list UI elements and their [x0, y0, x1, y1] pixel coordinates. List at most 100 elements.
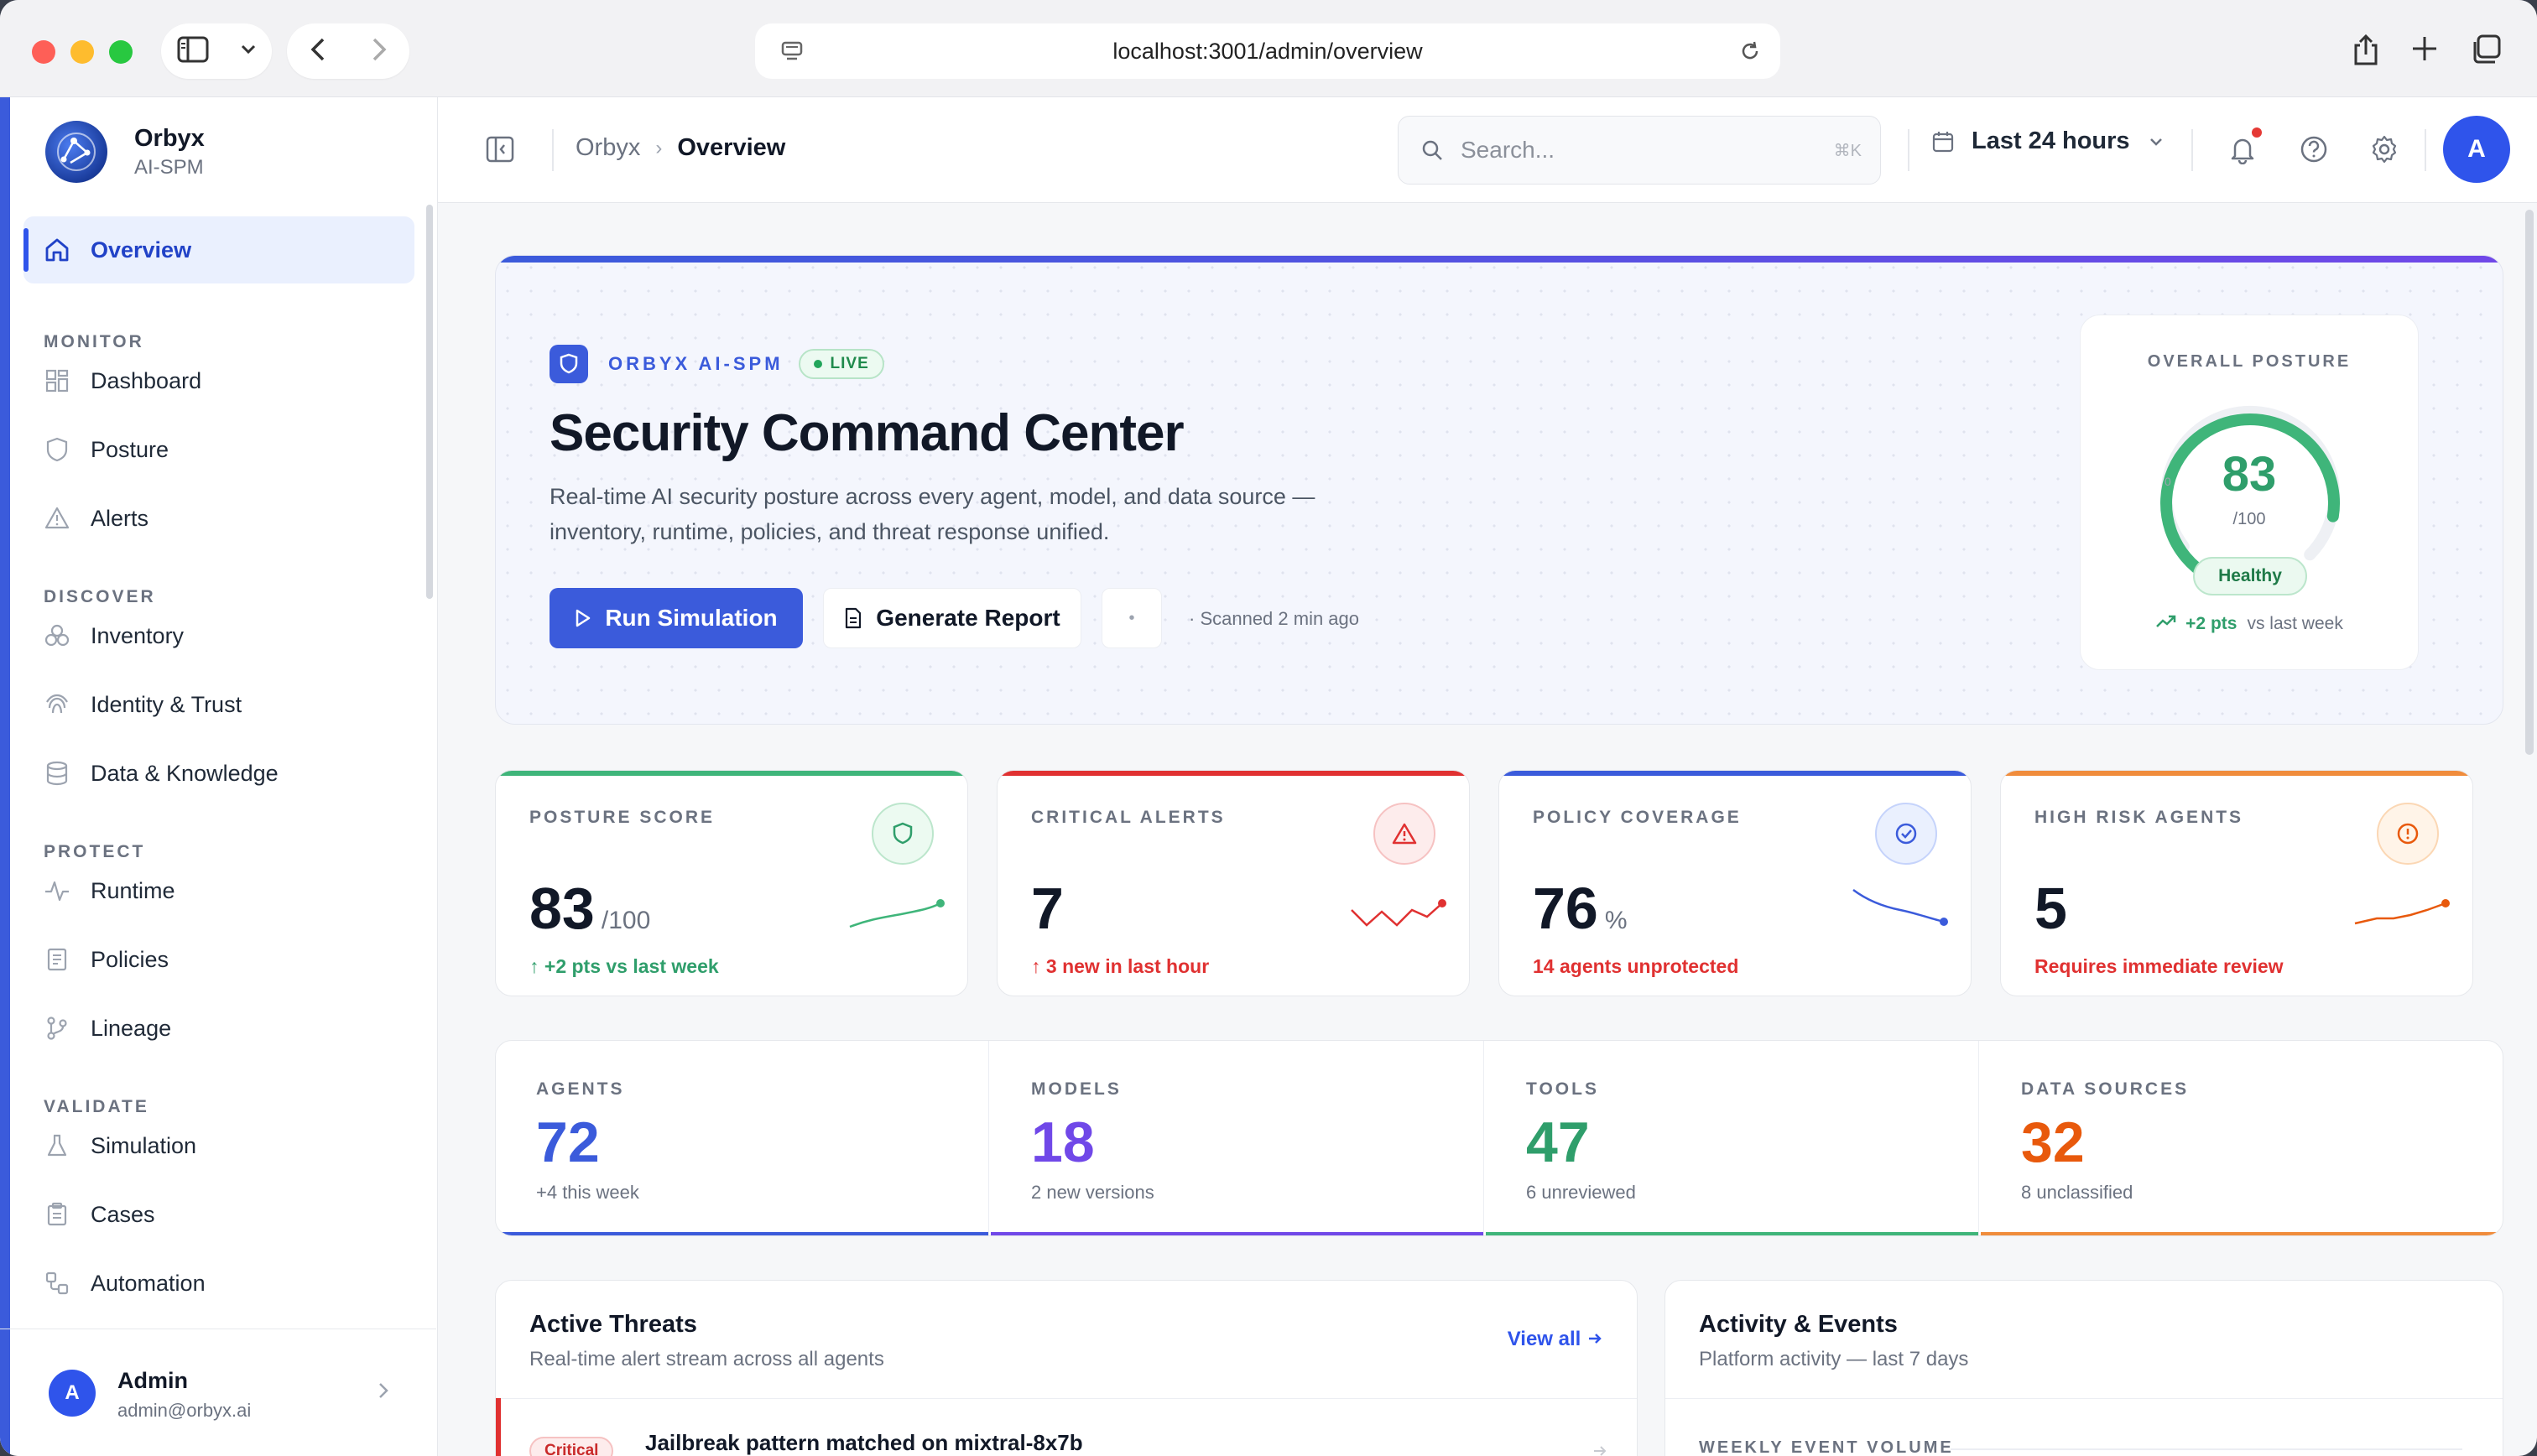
- kpi-subtext: 14 agents unprotected: [1533, 955, 1739, 977]
- fingerprint-icon: [44, 691, 70, 718]
- gear-icon[interactable]: [2369, 134, 2399, 169]
- kpi-value-number: 83: [529, 876, 595, 941]
- warning-triangle-icon: [44, 505, 70, 532]
- posture-label: OVERALL POSTURE: [2147, 352, 2352, 371]
- sidebar-item-simulation[interactable]: Simulation: [44, 1132, 196, 1159]
- sidebar-item-alerts[interactable]: Alerts: [44, 505, 148, 532]
- posture-score-max: /100: [2232, 510, 2266, 528]
- kpi-card-posture-score[interactable]: POSTURE SCORE 83/100 ↑ +2 pts vs last we…: [495, 770, 968, 996]
- search-icon: [1420, 138, 1444, 162]
- sidebar-item-cases[interactable]: Cases: [44, 1201, 155, 1228]
- workflow-icon: [44, 1270, 70, 1297]
- count-tools[interactable]: TOOLS 47 6 unreviewed: [1486, 1041, 1979, 1235]
- new-tab-icon[interactable]: [2409, 34, 2443, 67]
- sparkline: [849, 899, 945, 928]
- sidebar-item-dashboard[interactable]: Dashboard: [44, 367, 201, 394]
- chevron-down-icon[interactable]: [240, 44, 257, 60]
- sidebar-item-overview[interactable]: Overview: [23, 216, 414, 283]
- sidebar-scrollbar[interactable]: [426, 205, 433, 599]
- chevron-down-icon: [2149, 137, 2164, 147]
- search-input[interactable]: [1461, 137, 1813, 164]
- maximize-window-button[interactable]: [109, 40, 133, 64]
- count-accent: [1486, 1232, 1978, 1235]
- browser-sidebar-icon[interactable]: [177, 36, 209, 67]
- panel-divider: [1665, 1398, 2503, 1399]
- page-title: Security Command Center: [550, 404, 1185, 462]
- forward-arrow-icon[interactable]: [372, 37, 387, 66]
- more-options-button[interactable]: •: [1102, 588, 1162, 648]
- kpi-subtext: ↑ 3 new in last hour: [1031, 955, 1210, 977]
- header-divider: [552, 129, 554, 171]
- sidebar-item-lineage[interactable]: Lineage: [44, 1015, 171, 1042]
- search-box[interactable]: ⌘K: [1398, 116, 1881, 185]
- breadcrumb-parent[interactable]: Orbyx: [576, 134, 641, 161]
- section-discover: DISCOVER: [44, 587, 156, 606]
- count-value: 72: [536, 1110, 600, 1174]
- status-badge: Healthy: [2193, 557, 2307, 595]
- back-arrow-icon[interactable]: [310, 37, 326, 66]
- sidebar-item-posture[interactable]: Posture: [44, 436, 169, 463]
- kpi-card-critical-alerts[interactable]: CRITICAL ALERTS 7 ↑ 3 new in last hour: [997, 770, 1470, 996]
- kpi-value: 76%: [1533, 875, 1628, 942]
- panel-divider: [496, 1398, 1637, 1399]
- panel-title: Activity & Events: [1699, 1311, 1898, 1338]
- avatar[interactable]: A: [2443, 116, 2510, 183]
- sidebar-item-identity[interactable]: Identity & Trust: [44, 691, 242, 718]
- check-circle-icon: [1875, 803, 1937, 865]
- bell-icon[interactable]: [2228, 134, 2257, 169]
- kpi-label: POLICY COVERAGE: [1533, 808, 1742, 827]
- sidebar-item-data[interactable]: Data & Knowledge: [44, 760, 279, 787]
- url-text[interactable]: localhost:3001/admin/overview: [1112, 38, 1423, 64]
- database-icon: [44, 760, 70, 787]
- sidebar-item-runtime[interactable]: Runtime: [44, 877, 175, 904]
- view-all-link[interactable]: View all: [1508, 1328, 1603, 1351]
- site-info-icon[interactable]: [780, 39, 804, 69]
- count-models[interactable]: MODELS 18 2 new versions: [991, 1041, 1484, 1235]
- kpi-value-number: 7: [1031, 876, 1064, 941]
- kpi-card-high-risk-agents[interactable]: HIGH RISK AGENTS 5 Requires immediate re…: [2000, 770, 2473, 996]
- list-item[interactable]: Critical Jailbreak pattern matched on mi…: [496, 1398, 1637, 1456]
- kpi-stripe: [496, 771, 967, 776]
- sidebar-item-label: Simulation: [91, 1132, 197, 1158]
- run-simulation-button[interactable]: Run Simulation: [550, 588, 803, 648]
- tab-overview-icon[interactable]: [2470, 34, 2503, 67]
- generate-report-button[interactable]: Generate Report: [823, 588, 1081, 648]
- page-scrollbar[interactable]: [2525, 210, 2534, 755]
- live-badge: LIVE: [798, 349, 884, 379]
- header-divider: [2425, 129, 2426, 171]
- kpi-stripe: [2001, 771, 2472, 776]
- brand[interactable]: Orbyx AI-SPM: [45, 121, 205, 183]
- posture-trend: +2 pts vs last week: [2081, 614, 2418, 634]
- sidebar-item-automation[interactable]: Automation: [44, 1270, 206, 1297]
- user-menu[interactable]: A Admin admin@orbyx.ai: [0, 1329, 436, 1456]
- kpi-subtext: Requires immediate review: [2034, 955, 2284, 977]
- count-subtext: +4 this week: [536, 1182, 639, 1203]
- close-window-button[interactable]: [32, 40, 55, 64]
- kpi-label: CRITICAL ALERTS: [1031, 808, 1226, 827]
- sidebar-item-label: Identity & Trust: [91, 691, 242, 717]
- count-label: DATA SOURCES: [2021, 1079, 2190, 1099]
- kpi-unit: /100: [601, 907, 651, 934]
- main-content: ORBYX AI-SPM LIVE Security Command Cente…: [438, 203, 2519, 1456]
- warning-triangle-icon: [1373, 803, 1435, 865]
- sidebar-item-policies[interactable]: Policies: [44, 946, 169, 973]
- gauge-min-label: 0: [2165, 475, 2171, 488]
- sidebar-item-inventory[interactable]: Inventory: [44, 622, 184, 649]
- count-data-sources[interactable]: DATA SOURCES 32 8 unclassified: [1981, 1041, 2503, 1235]
- minimize-window-button[interactable]: [70, 40, 94, 64]
- avatar: A: [49, 1370, 96, 1417]
- collapse-sidebar-icon[interactable]: [485, 134, 515, 169]
- kpi-card-policy-coverage[interactable]: POLICY COVERAGE 76% 14 agents unprotecte…: [1498, 770, 1972, 996]
- reload-icon[interactable]: [1738, 39, 1762, 69]
- time-range-select[interactable]: Last 24 hours: [1931, 127, 2164, 155]
- help-icon[interactable]: [2299, 134, 2329, 169]
- address-bar[interactable]: localhost:3001/admin/overview: [755, 23, 1780, 79]
- git-branch-icon: [44, 1015, 70, 1042]
- shield-icon: [872, 803, 934, 865]
- count-agents[interactable]: AGENTS 72 +4 this week: [496, 1041, 989, 1235]
- count-subtext: 2 new versions: [1031, 1182, 1154, 1203]
- header-divider: [2191, 129, 2193, 171]
- share-icon[interactable]: [2351, 34, 2384, 67]
- sidebar-accent-edge: [0, 97, 10, 1456]
- overall-posture-card: OVERALL POSTURE 0 83 /100 Healthy +2 pts…: [2080, 315, 2419, 670]
